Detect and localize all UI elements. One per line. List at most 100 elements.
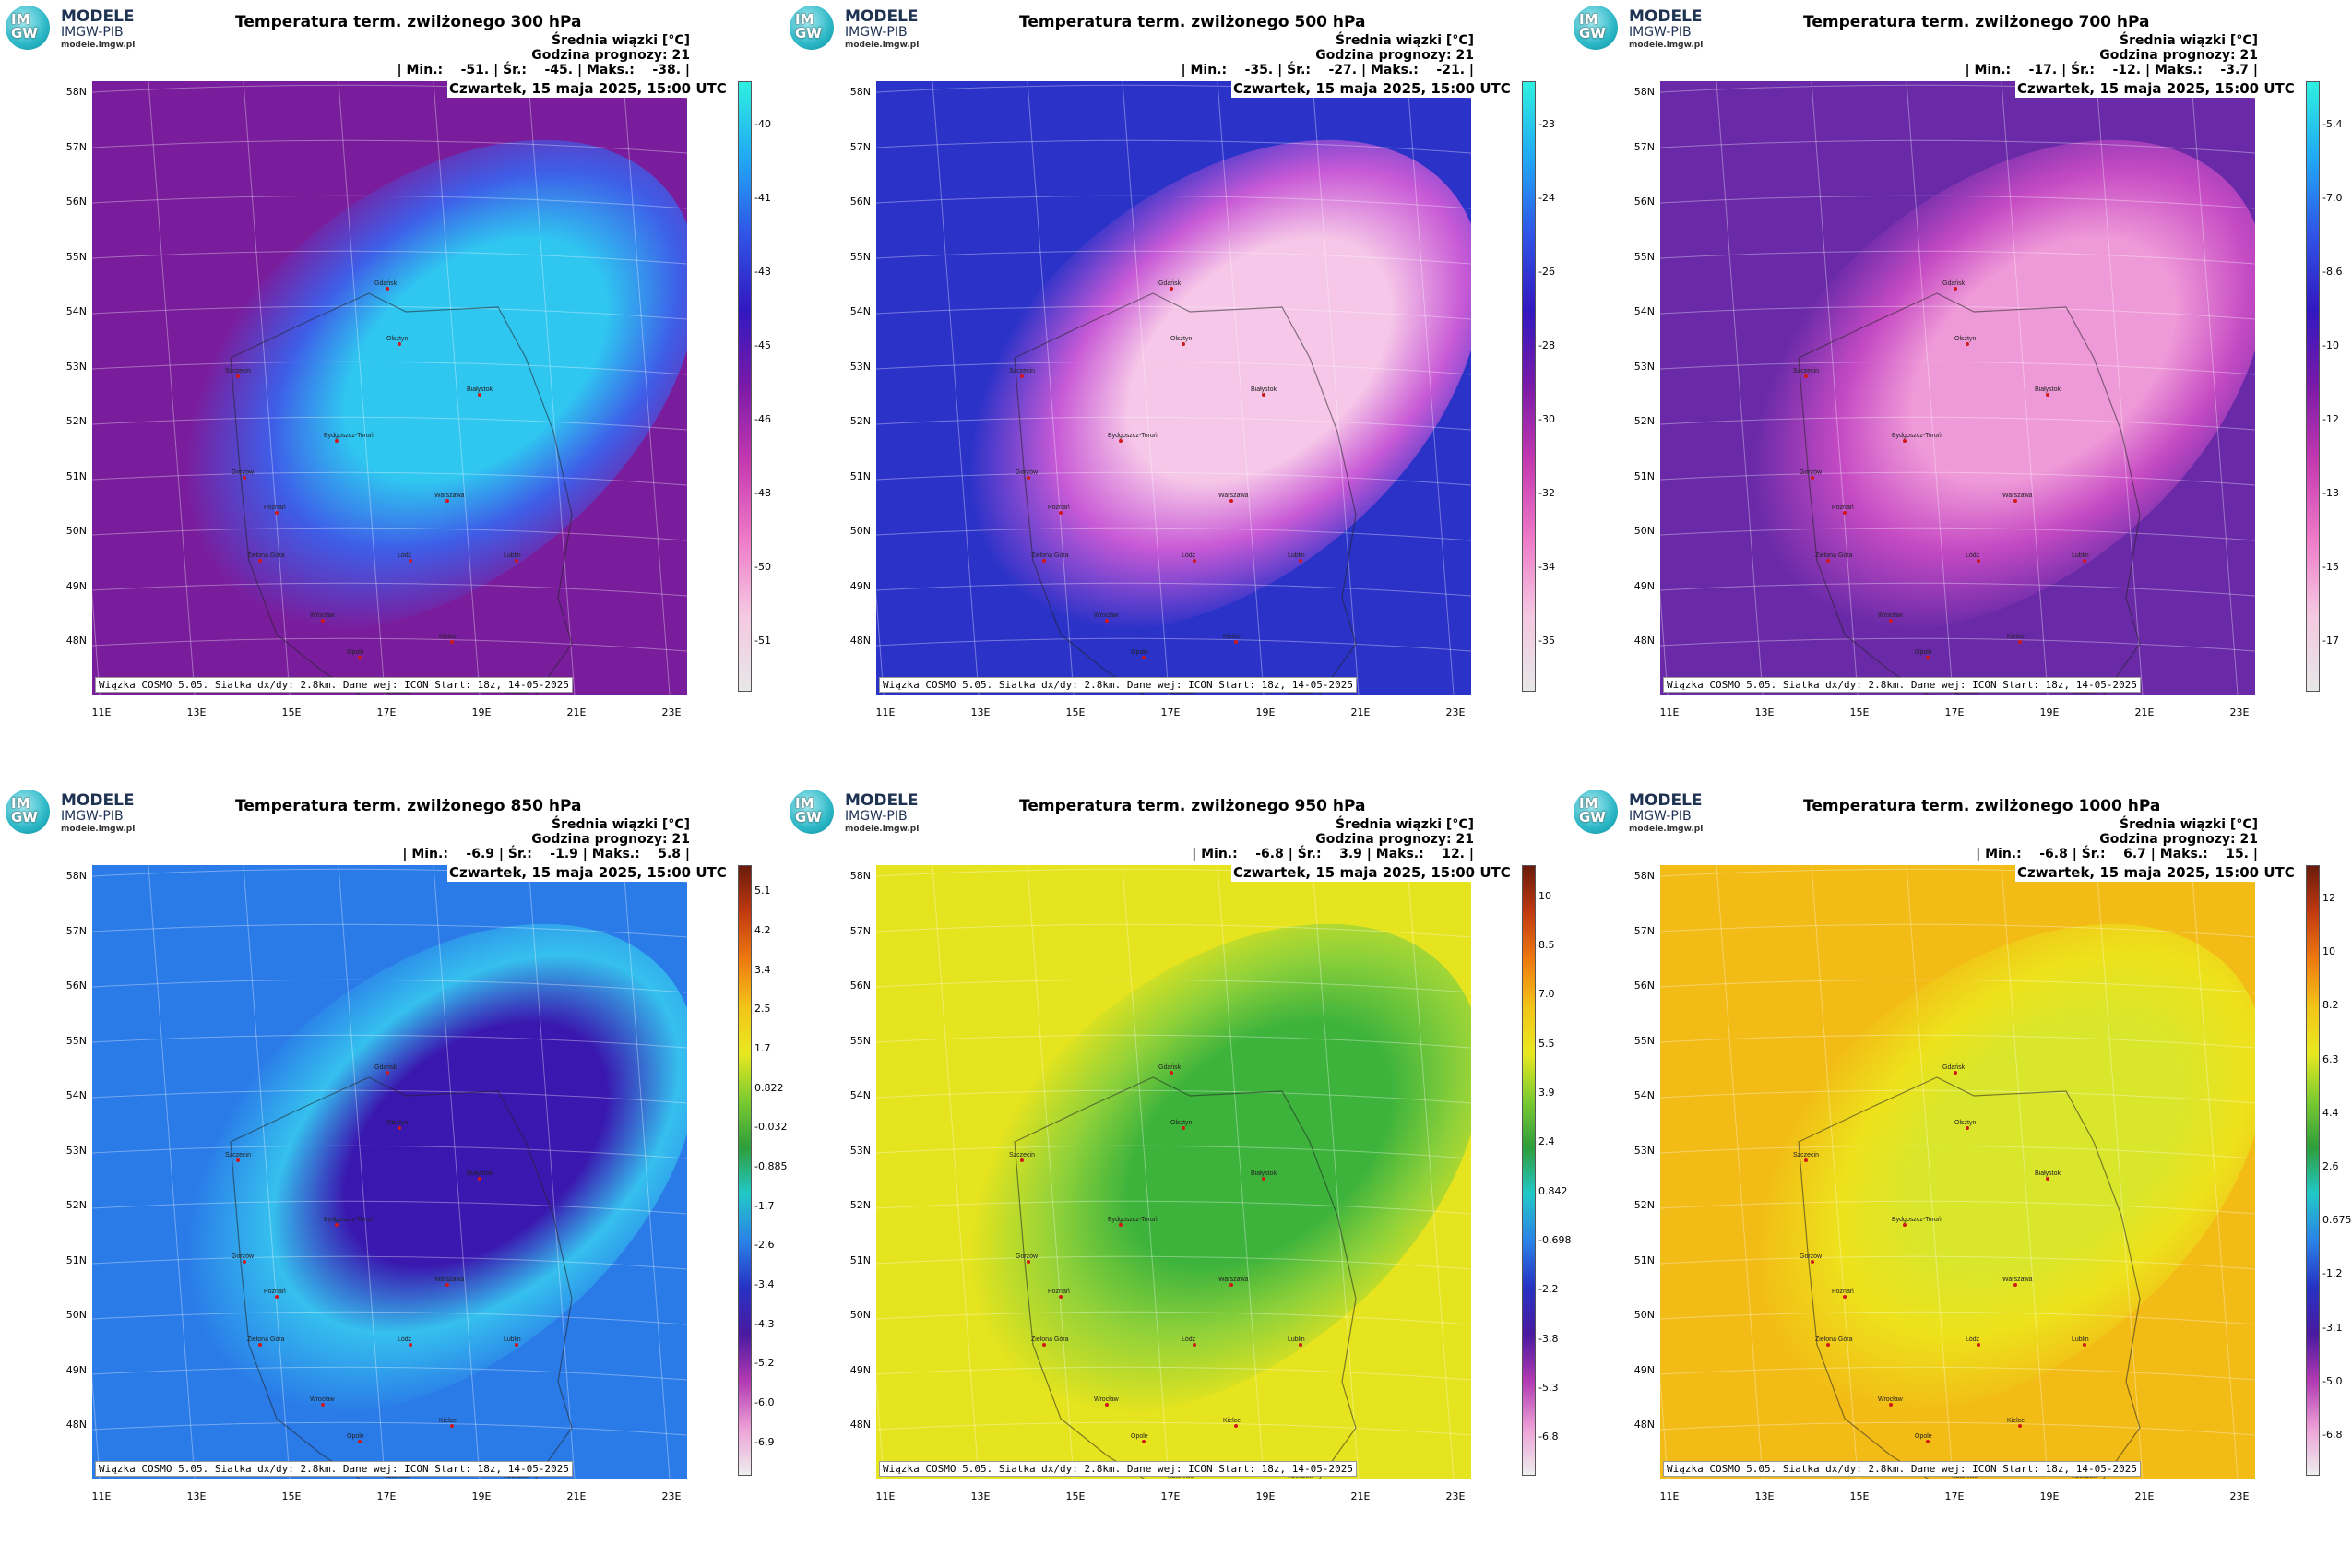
latitude-gridline <box>876 527 1471 541</box>
city-marker <box>1843 1295 1847 1299</box>
latitude-gridline <box>92 1311 687 1325</box>
longitude-gridline <box>623 865 671 1479</box>
latitude-gridline <box>876 471 1471 486</box>
colorbar-label: -32 <box>1538 487 1555 499</box>
city-marker <box>2046 393 2049 397</box>
colorbar-label: -6.9 <box>754 1435 775 1448</box>
city-marker <box>1826 559 1830 563</box>
forecast-map: Gdańsk Szczecin Olsztyn Białystok Bydgoszcz-… <box>92 81 687 695</box>
longitude-label: 21E <box>566 1491 587 1503</box>
latitude-gridline <box>876 416 1471 431</box>
longitude-label: 19E <box>1255 707 1276 719</box>
colorbar-label: -1.2 <box>2322 1267 2343 1280</box>
longitude-label: 17E <box>1944 1491 1965 1503</box>
latitude-gridline <box>876 305 1471 320</box>
colorbar-label: -24 <box>1538 192 1555 204</box>
forecast-map: Gdańsk Szczecin Olsztyn Białystok Bydgoszcz-… <box>1660 865 2255 1479</box>
city-marker <box>258 559 262 563</box>
forecast-hour: Godzina prognozy: 21 <box>2099 832 2258 847</box>
latitude-label: 53N <box>1633 360 1655 373</box>
city-marker <box>1105 619 1109 623</box>
model-credit: Wiązka COSMO 5.05. Siatka dx/dy: 2.8km. … <box>95 677 573 693</box>
city-marker <box>1889 619 1893 623</box>
city-marker <box>1170 1071 1173 1075</box>
latitude-gridline <box>1660 527 2255 541</box>
city-marker <box>2083 1343 2086 1347</box>
panel-title: Temperatura term. zwilżonego 500 hPa <box>1019 13 1366 31</box>
longitude-label: 15E <box>1849 707 1870 719</box>
model-credit: Wiązka COSMO 5.05. Siatka dx/dy: 2.8km. … <box>1663 677 2141 693</box>
longitude-gridline <box>1407 865 1455 1479</box>
latitude-gridline <box>876 1366 1471 1381</box>
city-label: Szczecin <box>1009 1152 1035 1158</box>
longitude-gridline <box>243 865 291 1479</box>
city-label: Zielona Góra <box>1815 552 1853 559</box>
forecast-hour: Godzina prognozy: 21 <box>531 832 690 847</box>
longitude-gridline <box>932 865 980 1479</box>
longitude-label: 23E <box>1445 707 1466 719</box>
latitude-label: 48N <box>849 635 871 647</box>
city-label: Bydgoszcz-Toruń <box>1892 433 1942 439</box>
colorbar-label: 10 <box>2322 945 2335 958</box>
model-credit: Wiązka COSMO 5.05. Siatka dx/dy: 2.8km. … <box>1663 1461 2141 1477</box>
latitude-gridline <box>876 1200 1471 1215</box>
city-label: Bydgoszcz-Toruń <box>324 433 374 439</box>
city-label: Olsztyn <box>1170 336 1192 342</box>
city-marker <box>1027 1260 1030 1264</box>
latitude-label: 58N <box>65 870 87 882</box>
colorbar-label: -3.4 <box>754 1278 775 1290</box>
city-label: Opole <box>347 649 364 656</box>
city-label: Lublin <box>1288 1336 1305 1343</box>
longitude-gridline <box>148 81 196 695</box>
imgw-logo: IM GW MODELE IMGW-PIB modele.imgw.pl <box>1574 790 1721 836</box>
city-label: Wrocław <box>310 1396 336 1403</box>
colorbar-label: -17 <box>2322 635 2339 647</box>
latitude-gridline <box>92 1255 687 1270</box>
longitude-gridline <box>1811 865 1859 1479</box>
latitude-label: 58N <box>1633 870 1655 882</box>
longitude-label: 17E <box>1160 707 1181 719</box>
city-marker <box>1042 559 1046 563</box>
model-credit: Wiązka COSMO 5.05. Siatka dx/dy: 2.8km. … <box>879 677 1357 693</box>
latitude-label: 50N <box>1633 525 1655 537</box>
forecast-panel: IM GW MODELE IMGW-PIB modele.imgw.pl Temperat… <box>0 784 787 1568</box>
city-marker <box>1234 640 1238 644</box>
longitude-label: 11E <box>91 707 112 719</box>
city-marker <box>1903 439 1907 443</box>
city-marker <box>386 1071 389 1075</box>
longitude-gridline <box>1906 865 1954 1479</box>
logo-line1: MODELE <box>1629 791 1703 810</box>
latitude-label: 51N <box>1633 1253 1655 1266</box>
logo-line1: MODELE <box>61 7 135 26</box>
longitude-label: 23E <box>661 1491 682 1503</box>
valid-date: Czwartek, 15 maja 2025, 15:00 UTC <box>2015 863 2297 882</box>
latitude-label: 55N <box>65 250 87 263</box>
imgw-logo: IM GW MODELE IMGW-PIB modele.imgw.pl <box>6 6 153 52</box>
city-marker <box>2013 499 2017 503</box>
city-label: Gorzów <box>232 1253 255 1260</box>
city-label: Szczecin <box>225 368 251 374</box>
latitude-gridline <box>92 471 687 486</box>
city-marker <box>1299 1343 1302 1347</box>
stats-line: | Min.: -17. | Śr.: -12. | Maks.: -3.7 | <box>1965 63 2258 77</box>
stat-label: Średnia wiązki [°C] <box>2120 33 2258 48</box>
latitude-label: 58N <box>65 86 87 98</box>
city-label: Łódź <box>398 552 412 559</box>
city-marker <box>2083 559 2086 563</box>
city-marker <box>1229 499 1233 503</box>
city-marker <box>1182 342 1185 346</box>
stats-line: | Min.: -51. | Śr.: -45. | Maks.: -38. | <box>397 63 690 77</box>
latitude-gridline <box>92 1200 687 1215</box>
longitude-gridline <box>1122 81 1170 695</box>
city-label: Łódź <box>1182 1336 1196 1343</box>
city-label: Bydgoszcz-Toruń <box>1108 1217 1158 1223</box>
longitude-label: 11E <box>875 1491 896 1503</box>
colorbar-label: -8.6 <box>2322 266 2343 278</box>
city-label: Białystok <box>2035 386 2061 393</box>
city-label: Lublin <box>1288 552 1305 559</box>
valid-date: Czwartek, 15 maja 2025, 15:00 UTC <box>1231 863 1513 882</box>
city-label: Warszawa <box>1218 493 1249 499</box>
longitude-gridline <box>1312 865 1360 1479</box>
longitude-gridline <box>433 81 481 695</box>
latitude-label: 57N <box>849 924 871 937</box>
